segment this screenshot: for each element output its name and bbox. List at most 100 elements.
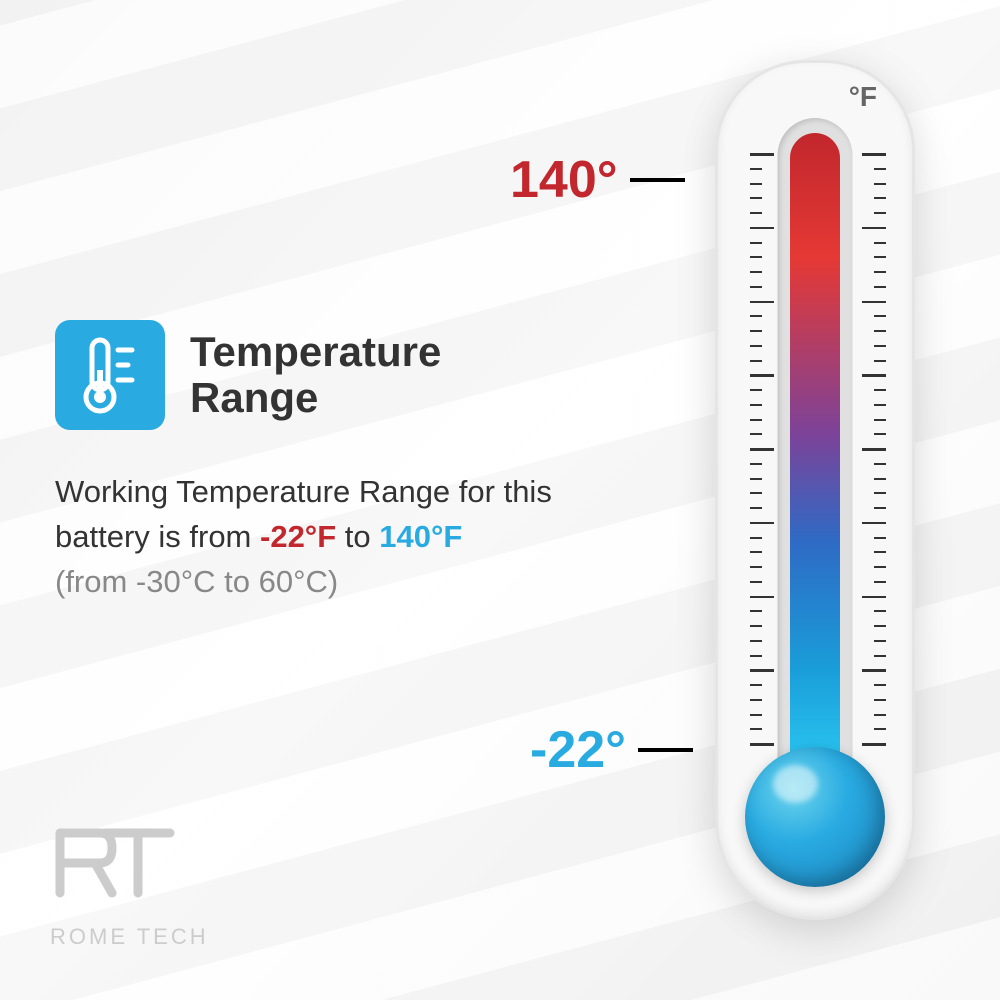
brand-logo: ROME TECH xyxy=(50,823,209,950)
tick xyxy=(874,404,886,406)
thermometer-icon xyxy=(55,320,165,430)
tick xyxy=(750,374,774,377)
tick xyxy=(862,522,886,525)
tick xyxy=(750,507,762,509)
tick xyxy=(750,345,762,347)
tick xyxy=(874,271,886,273)
desc-joiner: to xyxy=(336,519,379,554)
tick xyxy=(750,625,762,627)
tick xyxy=(874,463,886,465)
tick xyxy=(862,227,886,230)
tick xyxy=(874,492,886,494)
tick xyxy=(862,596,886,599)
tick xyxy=(874,566,886,568)
tick xyxy=(750,227,774,230)
tick xyxy=(750,212,762,214)
tick xyxy=(750,566,762,568)
celsius-note: (from -30°C to 60°C) xyxy=(55,564,338,599)
tick xyxy=(750,153,774,156)
tick xyxy=(874,640,886,642)
tick xyxy=(750,168,762,170)
tick xyxy=(874,419,886,421)
tick xyxy=(750,492,762,494)
high-temp-marker: 140° xyxy=(510,150,685,210)
tick xyxy=(874,330,886,332)
tick xyxy=(750,360,762,362)
tick xyxy=(750,669,774,672)
thermometer: °F 140° -22° xyxy=(685,60,945,940)
low-temp-marker: -22° xyxy=(530,720,693,780)
tick xyxy=(874,581,886,583)
tick xyxy=(874,242,886,244)
tick xyxy=(862,301,886,304)
tick xyxy=(750,242,762,244)
tick xyxy=(750,301,774,304)
tick xyxy=(874,168,886,170)
tick xyxy=(750,640,762,642)
marker-line xyxy=(638,748,693,752)
tick xyxy=(750,271,762,273)
tick xyxy=(750,478,762,480)
tick xyxy=(750,315,762,317)
tick xyxy=(750,655,762,657)
tick xyxy=(750,183,762,185)
tick xyxy=(874,256,886,258)
tick xyxy=(862,743,886,746)
tick xyxy=(750,743,774,746)
tick xyxy=(750,286,762,288)
tick xyxy=(874,551,886,553)
tick xyxy=(750,256,762,258)
low-temp-value: -22° xyxy=(530,720,626,780)
tick xyxy=(750,537,762,539)
tick xyxy=(750,714,762,716)
tick xyxy=(874,286,886,288)
tick xyxy=(874,610,886,612)
tick xyxy=(750,610,762,612)
tick xyxy=(874,345,886,347)
tick xyxy=(874,699,886,701)
marker-line xyxy=(630,178,685,182)
tick xyxy=(874,212,886,214)
tick xyxy=(750,448,774,451)
high-temp-value: 140° xyxy=(510,150,618,210)
tick xyxy=(750,596,774,599)
tick xyxy=(874,728,886,730)
tick xyxy=(862,153,886,156)
tick xyxy=(874,655,886,657)
tick xyxy=(750,699,762,701)
tick xyxy=(874,360,886,362)
tick xyxy=(874,478,886,480)
tick xyxy=(750,197,762,199)
tick xyxy=(874,433,886,435)
tick xyxy=(862,448,886,451)
brand-name: ROME TECH xyxy=(50,924,209,950)
tick xyxy=(750,551,762,553)
tick xyxy=(750,522,774,525)
tick xyxy=(750,581,762,583)
tick xyxy=(874,714,886,716)
tick xyxy=(874,197,886,199)
tick xyxy=(874,684,886,686)
thermometer-bulb xyxy=(745,747,885,887)
tick xyxy=(862,374,886,377)
content-panel: Temperature Range Working Temperature Ra… xyxy=(55,320,555,605)
unit-label: °F xyxy=(849,81,877,113)
tick xyxy=(874,507,886,509)
tick xyxy=(750,684,762,686)
tick xyxy=(750,728,762,730)
tick xyxy=(862,669,886,672)
tick xyxy=(750,404,762,406)
tick xyxy=(750,330,762,332)
description-text: Working Temperature Range for this batte… xyxy=(55,470,555,605)
tick xyxy=(874,183,886,185)
tick xyxy=(750,463,762,465)
tick xyxy=(874,315,886,317)
tick xyxy=(874,625,886,627)
tick xyxy=(750,389,762,391)
thermometer-body: °F xyxy=(715,60,915,920)
tick xyxy=(750,433,762,435)
tick xyxy=(874,537,886,539)
title-row: Temperature Range xyxy=(55,320,555,430)
tick xyxy=(874,389,886,391)
thermometer-scale xyxy=(750,153,886,743)
